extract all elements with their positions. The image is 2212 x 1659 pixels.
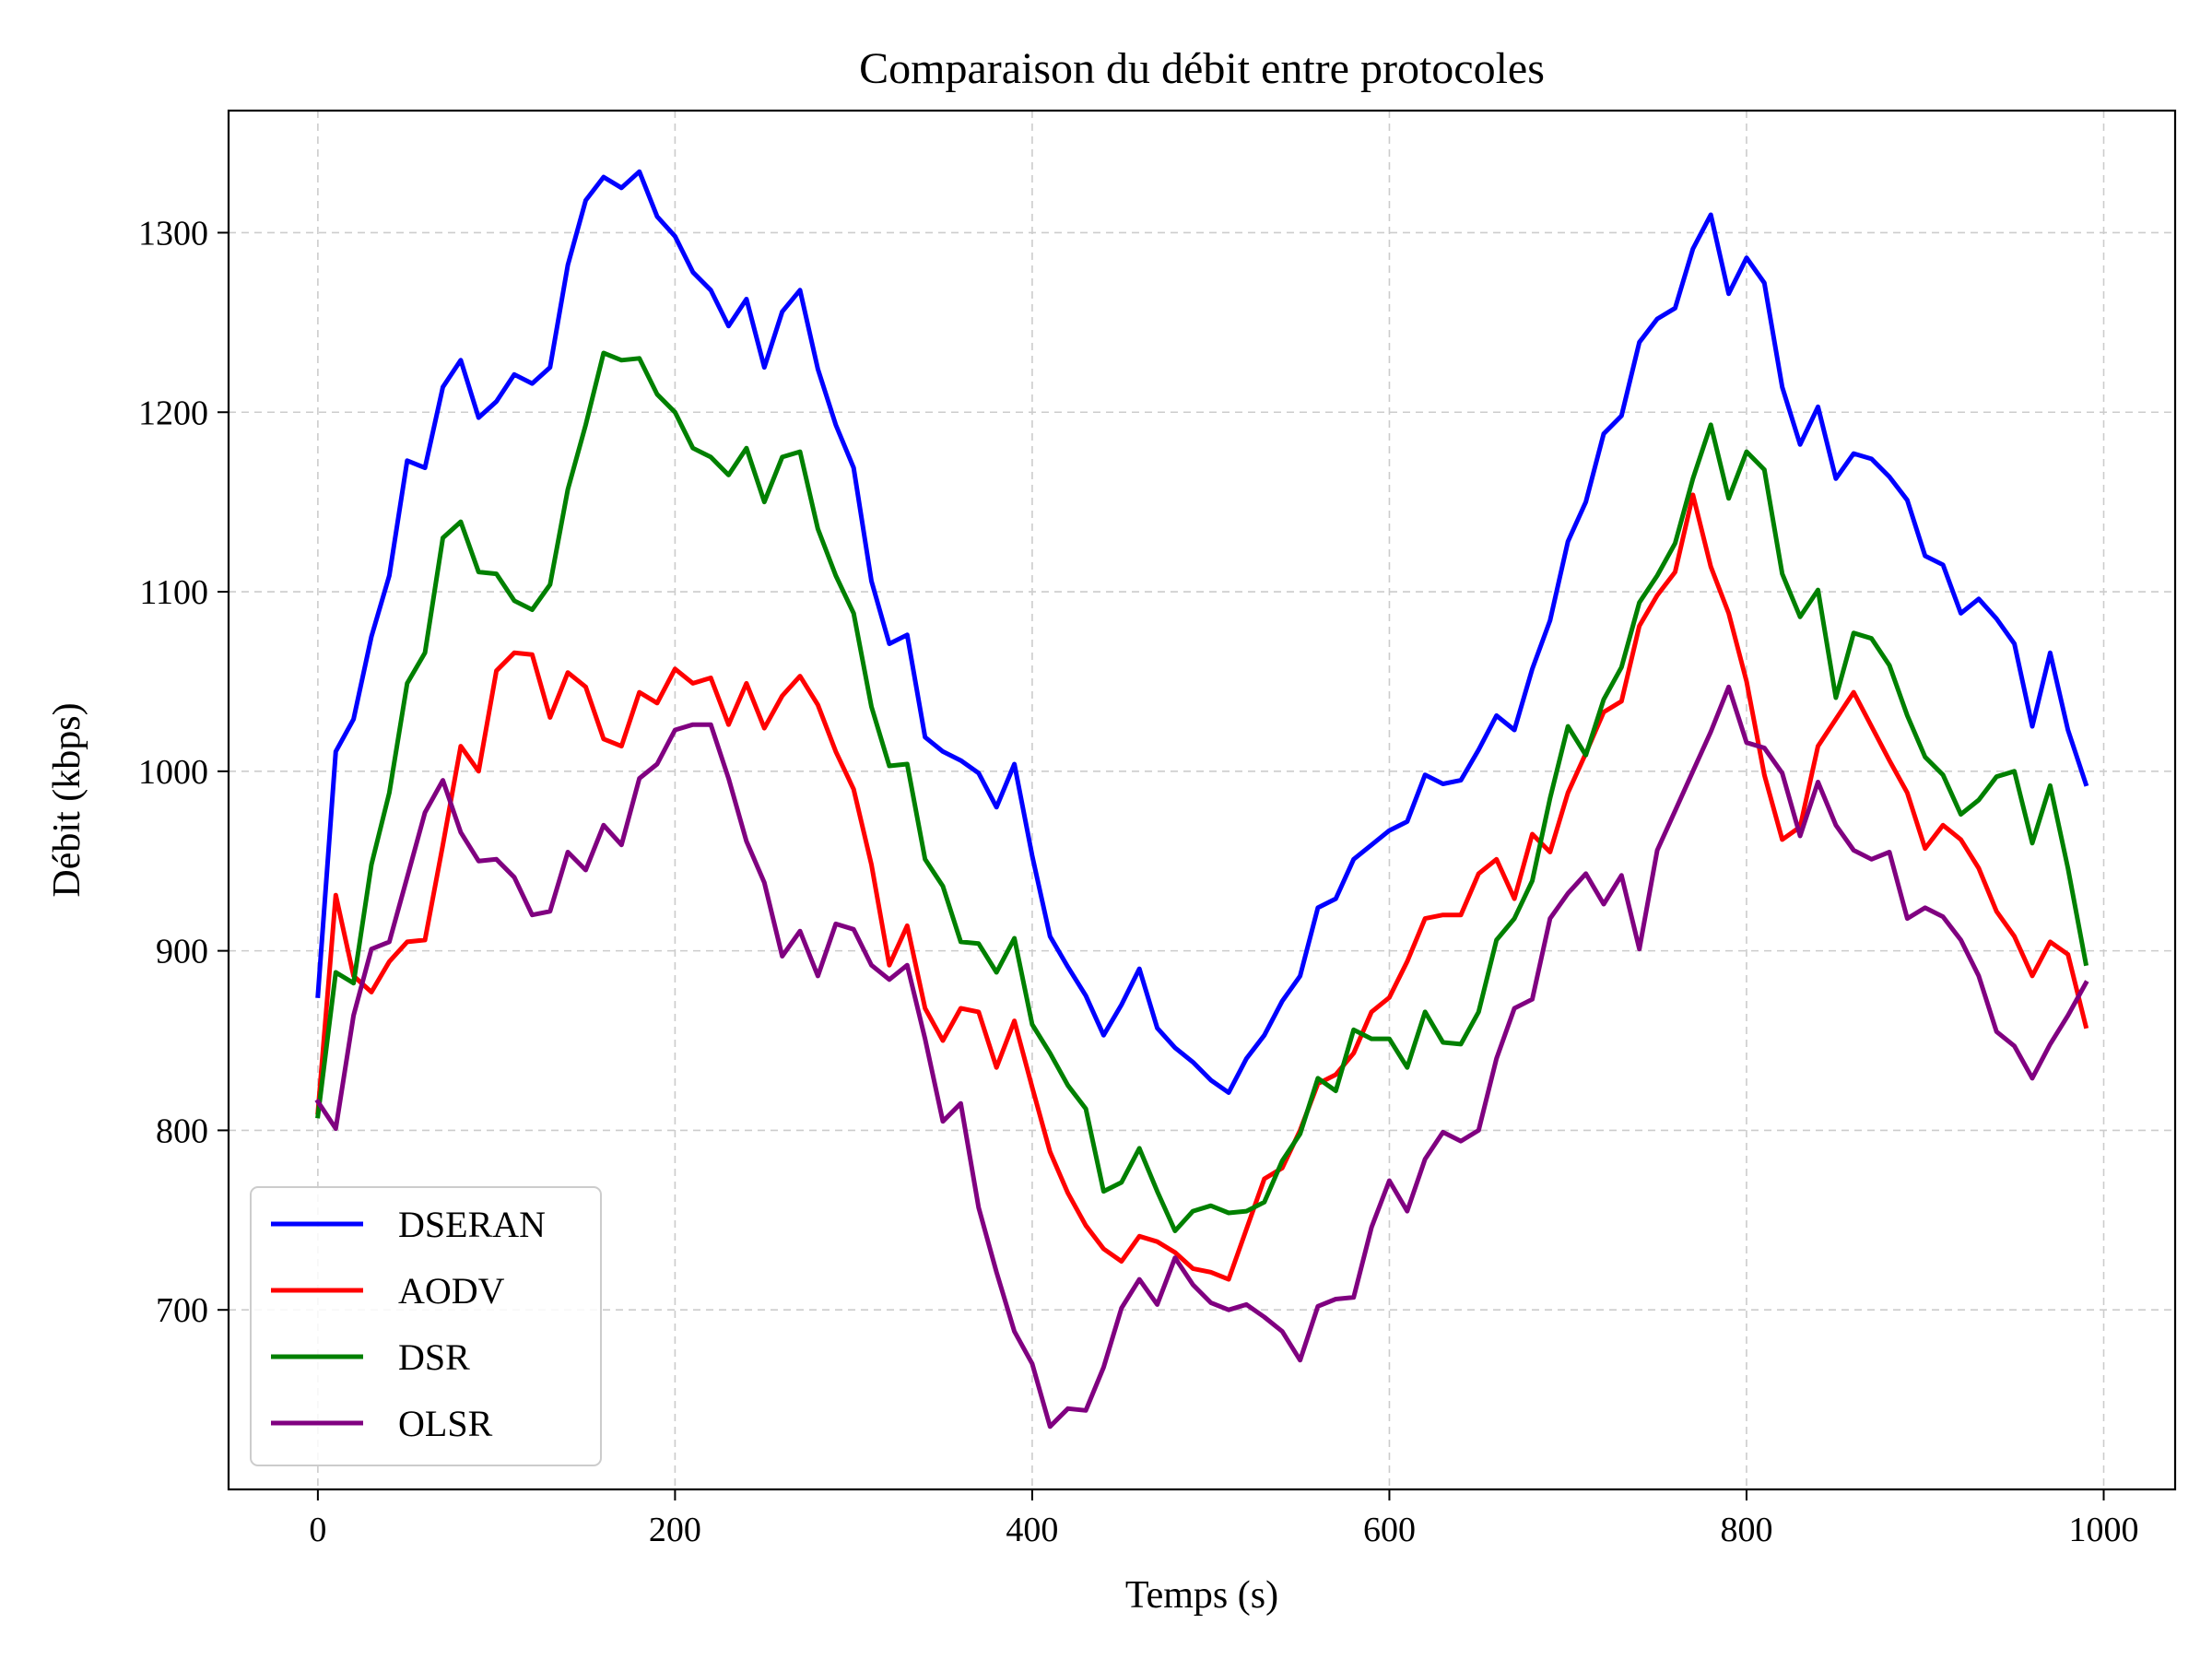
y-axis-label: Débit (kbps)	[46, 702, 88, 897]
chart-title: Comparaison du débit entre protocoles	[859, 44, 1545, 93]
legend-label-olsr: OLSR	[398, 1403, 493, 1444]
x-tick-label: 1000	[2068, 1511, 2138, 1549]
y-tick-label: 1100	[139, 573, 208, 612]
series-line-olsr	[314, 684, 2089, 1430]
plot-frame	[227, 109, 2177, 1491]
y-tick-label: 1300	[138, 214, 208, 253]
y-tick-label: 900	[156, 933, 208, 971]
axis-ticks: 0 200 400 600 800 1000 700 800 900 1000 1100 1200 13…	[138, 214, 2138, 1549]
x-tick-label: 400	[1006, 1511, 1058, 1549]
legend-label-dseran: DSERAN	[398, 1204, 546, 1245]
legend: DSERAN AODV DSR OLSR	[250, 1186, 602, 1466]
x-tick-label: 200	[649, 1511, 701, 1549]
legend-label-dsr: DSR	[398, 1336, 470, 1378]
x-axis-label: Temps (s)	[1125, 1574, 1278, 1617]
x-tick-label: 800	[1720, 1511, 1772, 1549]
series-line-dseran	[315, 169, 2089, 1095]
legend-label-aodv: AODV	[398, 1270, 505, 1312]
y-tick-label: 1200	[138, 394, 208, 432]
x-tick-label: 0	[309, 1511, 326, 1549]
y-tick-label: 700	[156, 1291, 208, 1330]
y-tick-label: 1000	[138, 753, 208, 792]
grid-lines	[229, 111, 2175, 1489]
series-line-dsr	[315, 350, 2089, 1233]
x-tick-label: 600	[1363, 1511, 1416, 1549]
y-tick-label: 800	[156, 1112, 208, 1150]
series-line-aodv	[315, 492, 2089, 1282]
legend-box	[250, 1186, 602, 1466]
series-lines	[314, 169, 2089, 1430]
